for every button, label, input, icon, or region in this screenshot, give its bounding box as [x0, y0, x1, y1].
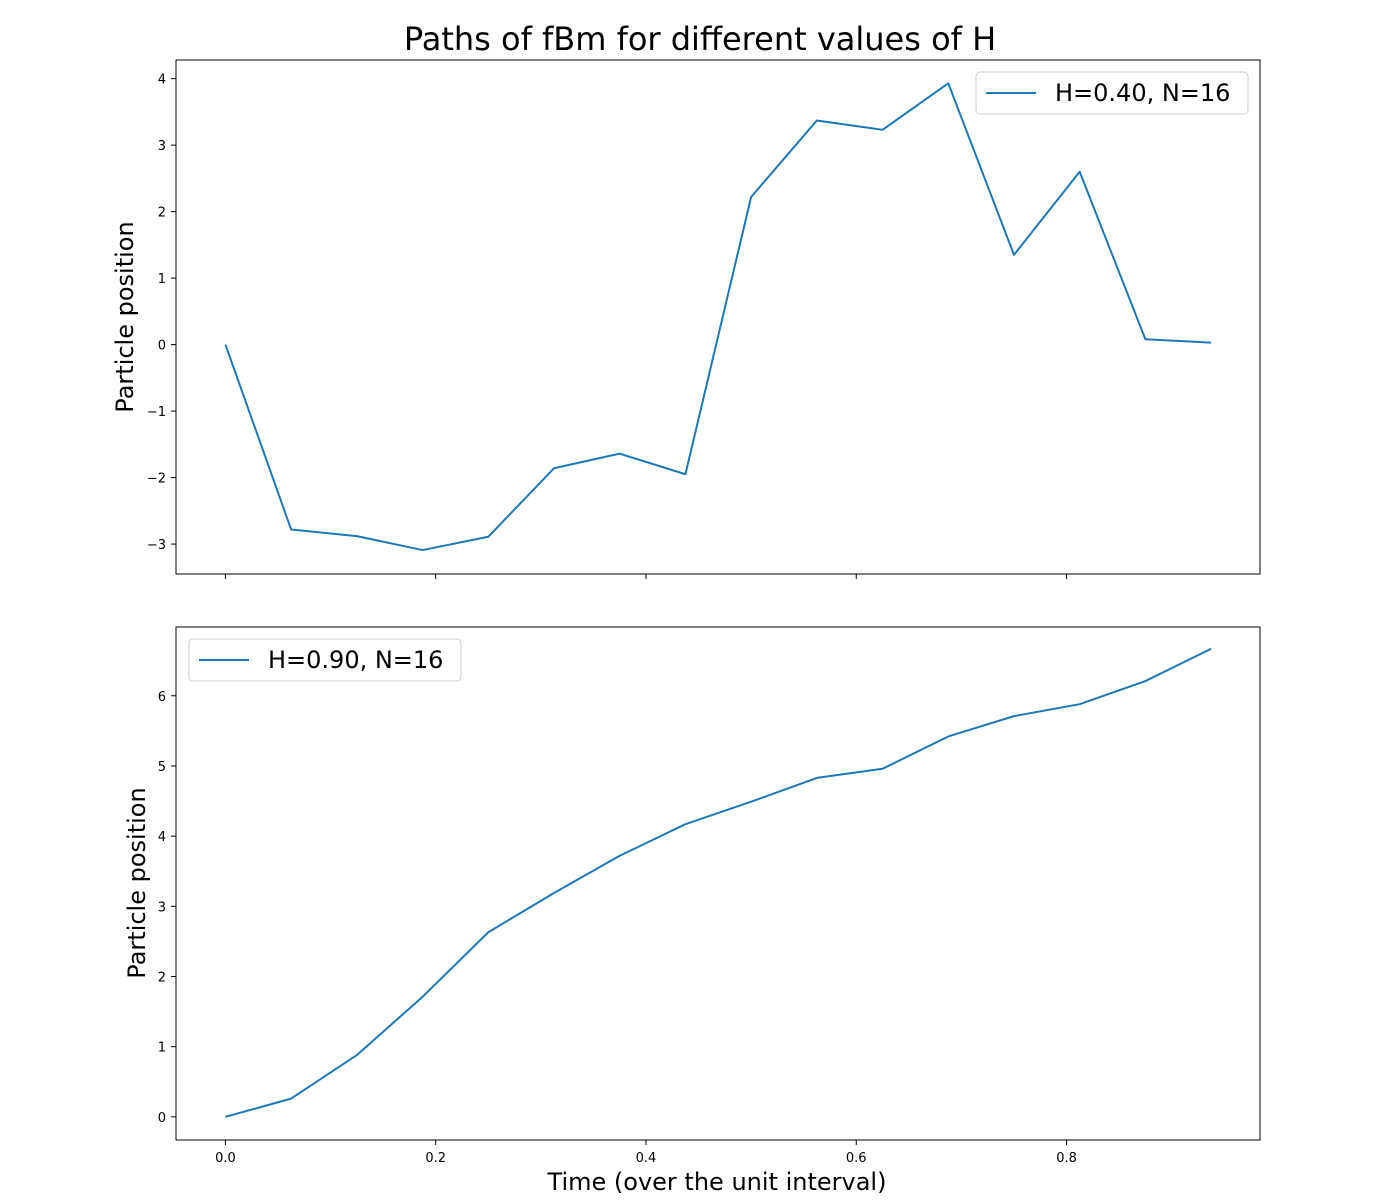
top-y-tick-label: −3 [147, 538, 166, 553]
bottom-y-tick-label: 4 [158, 830, 166, 845]
top-legend-box [975, 71, 1249, 115]
top-y-tick-label: 2 [158, 206, 166, 221]
bottom-x-tick-label: 0.6 [846, 1151, 867, 1166]
bottom-x-tick-label: 0.2 [425, 1151, 446, 1166]
top-y-tick-label: 1 [158, 272, 166, 287]
bottom-y-tick-label: 1 [158, 1041, 166, 1056]
bottom-y-tick-label: 6 [158, 690, 166, 705]
bottom-legend-box [188, 638, 462, 682]
top-y-tick-label: −1 [147, 405, 166, 420]
top-legend-label: H=0.40, N=16 [1055, 79, 1230, 107]
bottom-y-tick-label: 3 [158, 900, 166, 915]
top-y-tick-label: 3 [158, 139, 166, 154]
bottom-y-tick-label: 2 [158, 970, 166, 985]
bottom-x-tick-label: 0.4 [636, 1151, 657, 1166]
bottom-x-tick-label: 0.8 [1056, 1151, 1077, 1166]
bottom-y-tick-label: 5 [158, 760, 166, 775]
bottom-legend-label: H=0.90, N=16 [268, 646, 443, 674]
bottom-y-tick-label: 0 [158, 1111, 166, 1126]
top-ylabel: Particle position [111, 221, 139, 412]
top-series-line [224, 82, 1212, 552]
bottom-ylabel: Particle position [123, 787, 151, 978]
bottom-x-tick-label: 0.0 [215, 1151, 236, 1166]
bottom-axes-frame [175, 626, 1261, 1141]
top-y-tick-label: 4 [158, 73, 166, 88]
top-axes-frame [175, 59, 1261, 575]
bottom-series-line [225, 647, 1212, 1118]
top-y-tick-label: 0 [158, 339, 166, 354]
top-subplot: Particle position −3 −2 −1 0 1 2 3 4 H=0.40, N=1… [111, 59, 1261, 579]
bottom-subplot: Particle position 0.0 0.2 0.4 0.6 0.8 0 1 2 3 4 5 6… [123, 626, 1261, 1166]
top-y-tick-label: −2 [147, 472, 166, 487]
figure-title: Paths of fBm for different values of H [404, 20, 996, 58]
x-axis-label: Time (over the unit interval) [547, 1168, 887, 1196]
